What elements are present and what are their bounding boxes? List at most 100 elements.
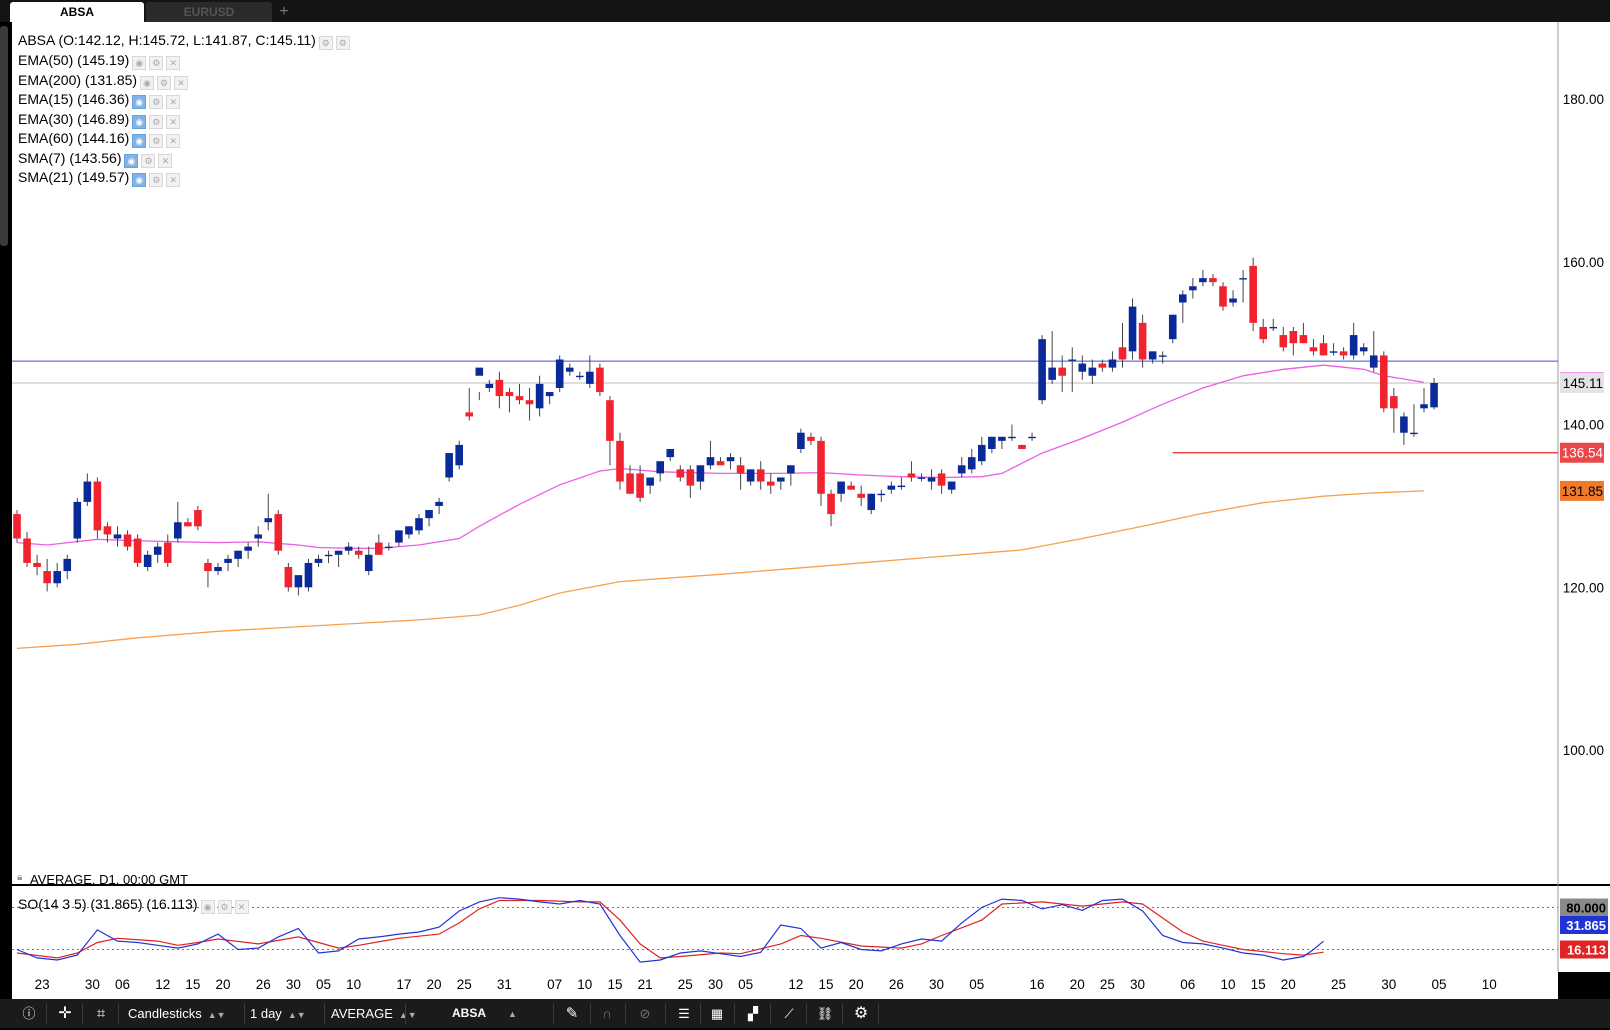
candle[interactable]	[998, 436, 1006, 449]
candle[interactable]	[1209, 274, 1217, 287]
candle[interactable]	[807, 432, 815, 445]
candle[interactable]	[63, 554, 72, 580]
candle[interactable]	[1108, 351, 1117, 372]
close-icon[interactable]: ✕	[158, 153, 173, 168]
candle[interactable]	[847, 481, 855, 490]
candle[interactable]	[656, 461, 664, 482]
settings-icon[interactable]: ⚙	[141, 153, 156, 168]
candle[interactable]	[1239, 269, 1247, 303]
candle[interactable]	[515, 383, 524, 405]
candle[interactable]	[766, 473, 775, 494]
close-icon[interactable]: ✕	[166, 134, 181, 148]
chart-type-select[interactable]: Candlesticks ▲▼	[128, 999, 240, 1028]
candle[interactable]	[1199, 269, 1207, 287]
candle[interactable]	[787, 465, 795, 486]
candle[interactable]	[616, 432, 624, 490]
trendline-icon[interactable]: ⟋	[784, 1006, 794, 1021]
settings-icon[interactable]: ⚙	[149, 134, 164, 148]
grid-icon[interactable]: ▦	[710, 1006, 724, 1021]
candle[interactable]	[354, 546, 363, 559]
candle[interactable]	[1309, 339, 1318, 356]
candle[interactable]	[1369, 331, 1378, 372]
candle[interactable]	[545, 392, 554, 405]
candle[interactable]	[1058, 355, 1066, 393]
price-type-select[interactable]: AVERAGE ▲▼	[331, 999, 417, 1028]
candle[interactable]	[777, 477, 785, 490]
candle[interactable]	[1380, 351, 1388, 413]
settings-icon[interactable]: ⚙	[157, 75, 172, 90]
candle[interactable]	[1048, 331, 1056, 384]
candle[interactable]	[1118, 322, 1127, 368]
candle[interactable]	[174, 501, 182, 543]
settings-icon[interactable]: ⚙	[149, 173, 164, 187]
candle[interactable]	[1259, 318, 1267, 344]
candle[interactable]	[927, 469, 936, 490]
candle[interactable]	[957, 457, 966, 478]
eye-icon[interactable]: ◉	[140, 75, 155, 90]
timeframe-select[interactable]: 1 day ▲▼	[250, 999, 326, 1028]
candle[interactable]	[123, 530, 132, 551]
candle[interactable]	[897, 477, 906, 490]
close-icon[interactable]: ✕	[166, 95, 181, 109]
candle[interactable]	[565, 363, 574, 376]
candle[interactable]	[274, 510, 283, 555]
candle[interactable]	[978, 436, 986, 466]
candle[interactable]	[244, 542, 252, 559]
candle[interactable]	[344, 542, 353, 555]
candle[interactable]	[817, 436, 825, 506]
close-icon[interactable]: ✕	[166, 56, 181, 70]
settings-icon[interactable]: ⚙	[149, 95, 164, 109]
candle[interactable]	[1400, 412, 1408, 445]
candle[interactable]	[415, 514, 423, 535]
eye-icon[interactable]: ◉	[132, 95, 147, 109]
candle[interactable]	[93, 477, 102, 539]
link-icon[interactable]: ⛓	[816, 1006, 834, 1021]
candle[interactable]	[1158, 351, 1167, 364]
candle[interactable]	[706, 440, 715, 470]
candle[interactable]	[1229, 290, 1237, 307]
candle[interactable]	[304, 558, 313, 592]
settings-icon[interactable]: ⚙	[149, 114, 164, 129]
candle[interactable]	[676, 465, 685, 482]
candle[interactable]	[1038, 335, 1046, 405]
info-icon[interactable]: ⓘ	[22, 1006, 36, 1021]
candle[interactable]	[907, 461, 916, 482]
candle[interactable]	[163, 534, 172, 567]
candle[interactable]	[1390, 387, 1398, 433]
candle[interactable]	[1339, 347, 1348, 360]
candle[interactable]	[606, 396, 614, 466]
candle[interactable]	[746, 469, 755, 486]
time-axis[interactable]	[12, 972, 1558, 999]
candle[interactable]	[867, 493, 876, 515]
candle[interactable]	[726, 453, 735, 470]
oscillator-plot-area[interactable]	[12, 886, 1558, 972]
candle[interactable]	[535, 375, 544, 417]
candle[interactable]	[143, 550, 152, 572]
candle[interactable]	[103, 522, 112, 543]
symbol-select[interactable]: ABSA ▲	[452, 999, 542, 1028]
hide-eye-icon[interactable]: ⊘	[639, 1006, 651, 1021]
candle[interactable]	[385, 542, 393, 551]
candle[interactable]	[194, 505, 202, 531]
candle[interactable]	[224, 554, 232, 572]
candle[interactable]	[1088, 359, 1097, 384]
eye-icon[interactable]: ◉	[132, 134, 147, 148]
close-icon[interactable]: ✕	[166, 173, 181, 187]
candle[interactable]	[23, 532, 31, 567]
candle[interactable]	[696, 465, 705, 490]
candle[interactable]	[947, 481, 956, 494]
add-tab-button[interactable]: +	[279, 3, 289, 20]
eye-icon[interactable]: ◉	[132, 173, 147, 187]
candle[interactable]	[1319, 335, 1328, 356]
candle[interactable]	[1008, 424, 1016, 441]
candle[interactable]	[43, 558, 51, 592]
candle[interactable]	[646, 477, 654, 494]
candle[interactable]	[1289, 326, 1298, 356]
crosshair-icon[interactable]: ✛	[58, 1005, 72, 1022]
candle[interactable]	[1068, 347, 1077, 393]
candle[interactable]	[294, 575, 303, 596]
candle[interactable]	[736, 457, 745, 490]
candle[interactable]	[465, 387, 474, 421]
candle[interactable]	[153, 542, 162, 563]
pencil-icon[interactable]: ✎	[565, 1005, 579, 1022]
